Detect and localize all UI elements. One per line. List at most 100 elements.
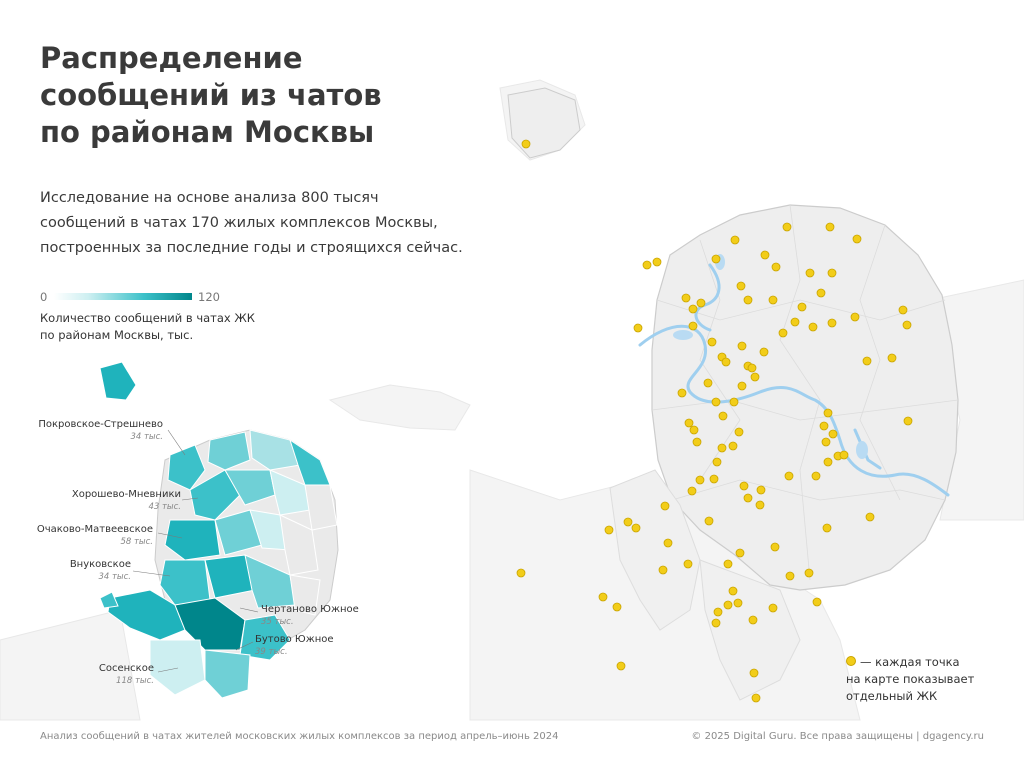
housing-complex-dot <box>660 501 670 511</box>
housing-complex-dot <box>718 411 728 421</box>
housing-complex-dot <box>689 425 699 435</box>
housing-complex-dot <box>688 304 698 314</box>
housing-complex-dot <box>747 363 757 373</box>
housing-complex-dot <box>768 295 778 305</box>
district-name: Чертаново Южное <box>261 604 359 615</box>
housing-complex-dot <box>823 408 833 418</box>
district-label-chertanovo: Чертаново Южное 35 тыс. <box>261 603 391 629</box>
housing-complex-dot <box>756 485 766 495</box>
housing-complex-dot <box>684 418 694 428</box>
housing-complex-dot <box>735 548 745 558</box>
district-name: Очаково-Матвеевское <box>36 524 153 535</box>
housing-complex-dot <box>827 318 837 328</box>
housing-complex-dot <box>711 618 721 628</box>
district-value: 34 тыс. <box>130 432 163 442</box>
housing-complex-dot <box>822 523 832 533</box>
district-name: Хорошево-Мневники <box>71 489 181 500</box>
housing-complex-dot <box>852 234 862 244</box>
housing-complex-dot <box>695 475 705 485</box>
housing-complex-dot <box>828 429 838 439</box>
housing-complex-dot <box>728 586 738 596</box>
housing-complex-dot <box>737 341 747 351</box>
housing-complex-dot <box>805 268 815 278</box>
housing-complex-dot <box>642 260 652 270</box>
district-value: 39 тыс. <box>255 647 288 657</box>
housing-complex-dot <box>790 317 800 327</box>
housing-complex-dot <box>812 597 822 607</box>
housing-complex-dot <box>748 615 758 625</box>
housing-complex-dot <box>797 302 807 312</box>
housing-complex-dot <box>717 443 727 453</box>
subtitle-line-2: сообщений в чатах 170 жилых комплексов М… <box>40 215 438 231</box>
housing-complex-dot <box>721 357 731 367</box>
housing-complex-dot <box>770 542 780 552</box>
district-value: 58 тыс. <box>120 537 153 547</box>
housing-complex-dot <box>737 381 747 391</box>
yellow-dot-icon <box>846 656 856 666</box>
housing-complex-dot <box>850 312 860 322</box>
housing-complex-dot <box>723 600 733 610</box>
housing-complex-dot <box>733 598 743 608</box>
rivers <box>638 263 950 497</box>
housing-complex-dot <box>759 347 769 357</box>
housing-complex-dot <box>823 457 833 467</box>
district-name: Внуковское <box>69 559 131 570</box>
district-name: Сосенское <box>98 663 154 674</box>
housing-complex-dot <box>751 693 761 703</box>
district-name: Покровское-Стрешнево <box>38 419 163 430</box>
moscow-main-map <box>507 87 959 701</box>
housing-complex-dot <box>612 602 622 612</box>
legend-caption-line-2: по районам Москвы, тыс. <box>40 328 194 342</box>
housing-complex-dot <box>785 571 795 581</box>
housing-complex-dot <box>749 668 759 678</box>
legend-caption-line-1: Количество сообщений в чатах ЖК <box>40 311 255 325</box>
housing-complex-dot <box>681 293 691 303</box>
housing-complex-dot <box>696 298 706 308</box>
housing-complex-dot <box>739 481 749 491</box>
district-label-khoroshevo: Хорошево-Мневники 43 тыс. <box>20 488 181 514</box>
housing-complex-dot <box>750 372 760 382</box>
housing-complex-dot <box>808 322 818 332</box>
dot-legend-line-1: — каждая точка <box>846 654 1006 671</box>
housing-complex-dot <box>728 441 738 451</box>
housing-complex-dot <box>768 603 778 613</box>
housing-complex-dot <box>652 257 662 267</box>
housing-complex-dot <box>821 437 831 447</box>
housing-complex-dot <box>771 262 781 272</box>
housing-complex-dot <box>604 525 614 535</box>
housing-dots <box>516 139 913 703</box>
housing-complex-dot <box>521 139 531 149</box>
housing-complex-dot <box>712 457 722 467</box>
legend-max: 120 <box>198 290 220 304</box>
district-label-ochakovo: Очаково-Матвеевское 58 тыс. <box>10 523 153 549</box>
housing-complex-dot <box>703 378 713 388</box>
housing-complex-dot <box>898 305 908 315</box>
title-line-2: сообщений из чатов <box>40 78 382 112</box>
housing-complex-dot <box>825 222 835 232</box>
housing-complex-dot <box>730 235 740 245</box>
housing-complex-dot <box>711 397 721 407</box>
housing-complex-dot <box>811 471 821 481</box>
housing-complex-dot <box>687 486 697 496</box>
housing-complex-dot <box>804 568 814 578</box>
district-name: Бутово Южное <box>255 634 334 645</box>
housing-complex-dot <box>839 450 849 460</box>
housing-complex-dot <box>887 353 897 363</box>
housing-complex-dot <box>902 320 912 330</box>
dot-legend: — каждая точка на карте показывает отдел… <box>846 654 1006 705</box>
housing-complex-dot <box>736 281 746 291</box>
district-value: 43 тыс. <box>148 502 181 512</box>
district-value: 34 тыс. <box>98 572 131 582</box>
housing-complex-dot <box>616 661 626 671</box>
district-value: 35 тыс. <box>261 617 294 627</box>
housing-complex-dot <box>709 474 719 484</box>
choropleth-map <box>99 361 339 699</box>
housing-complex-dot <box>707 337 717 347</box>
housing-complex-dot <box>633 323 643 333</box>
district-value: 118 тыс. <box>116 676 154 686</box>
footer-note: Анализ сообщений в чатах жителей московс… <box>40 731 559 742</box>
housing-complex-dot <box>704 516 714 526</box>
housing-complex-dot <box>865 512 875 522</box>
housing-complex-dot <box>903 416 913 426</box>
